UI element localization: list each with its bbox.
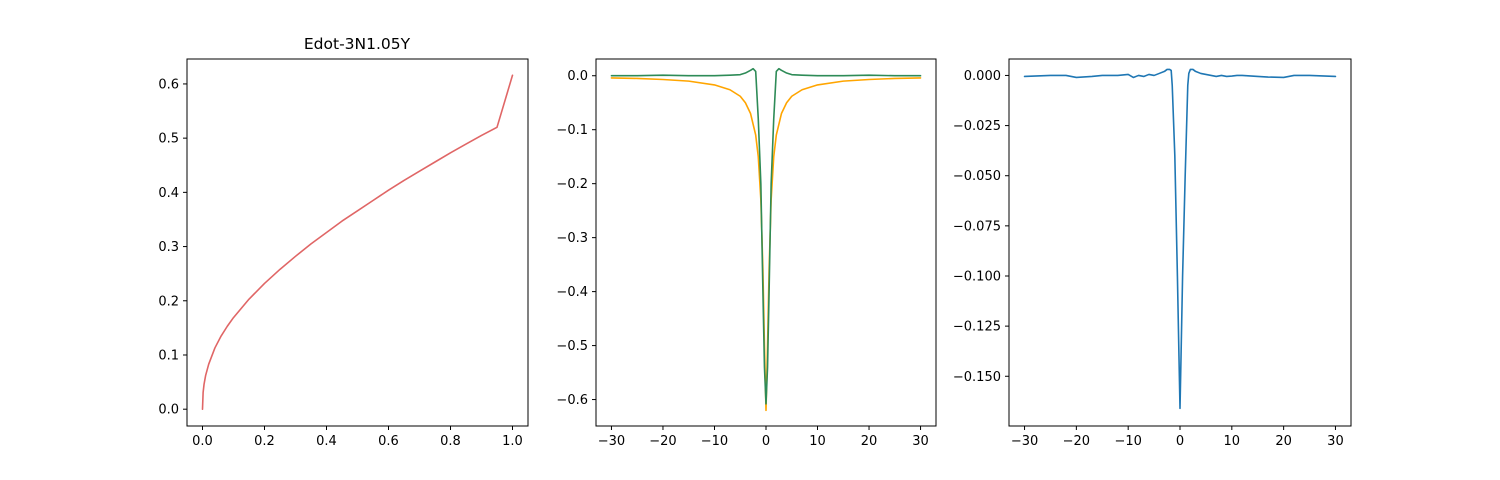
y-tick-label: −0.5 <box>556 339 588 354</box>
y-tick-label: −0.150 <box>953 370 1001 385</box>
y-tick-label: −0.4 <box>556 285 588 300</box>
y-tick-label: −0.050 <box>953 169 1001 184</box>
x-tick-label: 30 <box>1327 434 1344 449</box>
y-tick-label: −0.2 <box>556 177 588 192</box>
series-line-1 <box>610 77 922 412</box>
series-line-2 <box>610 67 922 405</box>
x-tick-label: 20 <box>861 434 878 449</box>
y-tick-label: 0.5 <box>158 132 179 147</box>
x-tick-label: 0 <box>762 434 770 449</box>
x-tick-label: 1.0 <box>502 434 523 449</box>
series-line-1 <box>201 74 514 410</box>
y-tick-label: 0.2 <box>158 294 179 309</box>
x-tick-label: 20 <box>1275 434 1292 449</box>
x-tick-label: 0.4 <box>316 434 337 449</box>
chart-panel-3: −30 −20 −10 0 10 20 30 0.000 −0.025 −0.050 −0.075 −… <box>953 58 1352 449</box>
y-tick-label: 0.1 <box>158 348 179 363</box>
x-tick-label: 0.6 <box>378 434 399 449</box>
y-tick-label: 0.4 <box>158 186 179 201</box>
chart-panel-1: Edot-3N1.05Y 0.0 0.2 0.4 0.6 0.8 1.0 0.0 0.1 0.2… <box>158 35 529 449</box>
x-tick-label: −30 <box>1011 434 1038 449</box>
y-tick-label: −0.3 <box>556 231 588 246</box>
y-tick-label: 0.0 <box>567 69 588 84</box>
x-tick-label: −10 <box>701 434 728 449</box>
x-tick-label: 0 <box>1176 434 1184 449</box>
y-tick-label: 0.0 <box>158 403 179 418</box>
chart-panel-2: −30 −20 −10 0 10 20 30 0.0 −0.1 −0.2 −0.3 −0.4 −0.5 −… <box>556 58 937 449</box>
y-tick-label: −0.100 <box>953 269 1001 284</box>
chart-title: Edot-3N1.05Y <box>304 35 411 53</box>
series-line-1 <box>1023 68 1337 410</box>
y-tick-label: 0.3 <box>158 240 179 255</box>
y-tick-label: 0.6 <box>158 77 179 92</box>
x-tick-label: −10 <box>1114 434 1141 449</box>
x-tick-label: −20 <box>1063 434 1090 449</box>
x-tick-label: 30 <box>912 434 929 449</box>
x-tick-label: −20 <box>649 434 676 449</box>
x-tick-label: 0.0 <box>192 434 213 449</box>
axes-frame <box>186 58 529 427</box>
y-tick-label: 0.000 <box>964 69 1001 84</box>
y-tick-label: −0.025 <box>953 119 1001 134</box>
x-tick-label: 0.2 <box>254 434 275 449</box>
x-tick-label: 10 <box>809 434 826 449</box>
y-tick-label: −0.075 <box>953 219 1001 234</box>
y-tick-label: −0.6 <box>556 393 588 408</box>
axes-frame <box>595 58 937 427</box>
y-tick-label: −0.125 <box>953 320 1001 335</box>
x-tick-label: 10 <box>1224 434 1241 449</box>
x-tick-label: 0.8 <box>440 434 461 449</box>
x-tick-label: −30 <box>598 434 625 449</box>
y-tick-label: −0.1 <box>556 123 588 138</box>
